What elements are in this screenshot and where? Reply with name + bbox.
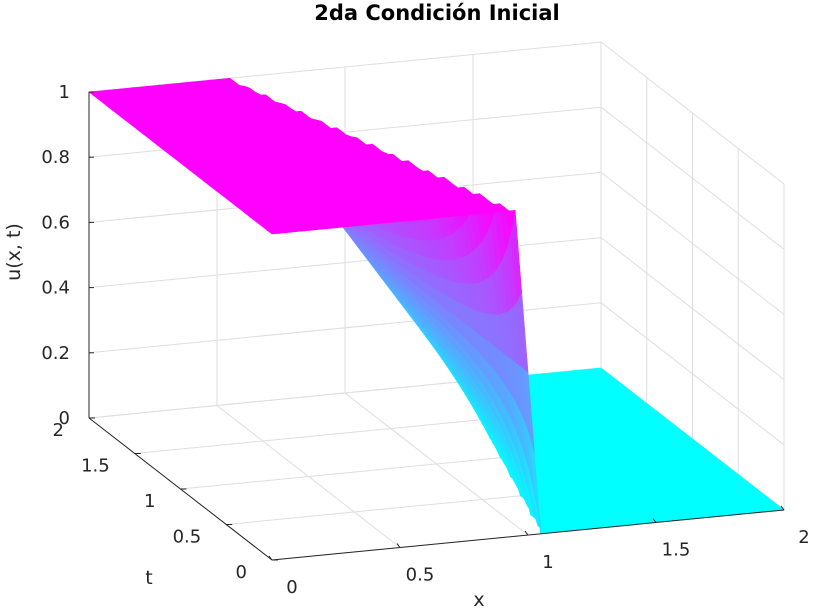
surface-layer <box>88 77 785 535</box>
x-tick-label: 0 <box>286 577 297 598</box>
x-tick-label: 0.5 <box>406 565 435 586</box>
x-tick-mark <box>268 555 273 561</box>
x-tick-label: 1.5 <box>662 540 691 561</box>
t-tick-label: 1 <box>144 491 155 512</box>
surface-patch <box>266 229 280 235</box>
t-tick-label: 0.5 <box>173 527 202 548</box>
x-tick-label: 2 <box>798 527 809 548</box>
x-tick-mark <box>652 518 657 523</box>
z-tick-label: 0.4 <box>41 278 70 299</box>
x-axis-label: x <box>473 589 484 610</box>
x-tick-label: 1 <box>542 552 553 573</box>
x-tick-mark <box>524 530 529 536</box>
right-wall-grid-z <box>600 41 785 185</box>
z-tick-label: 0.8 <box>41 147 70 168</box>
right-wall-grid-z <box>600 237 785 380</box>
t-tick-label: 0 <box>236 562 247 583</box>
t-tick-label: 1.5 <box>81 456 110 477</box>
x-tick-mark <box>780 505 785 511</box>
chart-title: 2da Condición Inicial <box>314 1 559 25</box>
z-tick-label: 0 <box>59 408 70 429</box>
t-tick-label: 2 <box>53 420 64 441</box>
right-wall-grid-z <box>600 106 785 250</box>
axis-layer <box>88 91 785 561</box>
z-tick-label: 1 <box>59 82 70 103</box>
z-axis-label: u(x, t) <box>3 223 25 281</box>
z-tick-label: 0.2 <box>41 343 70 364</box>
right-wall-grid-z <box>600 172 785 315</box>
text-layer: 2da Condición Inicial x t u(x, t) 0 0.5 1 1… <box>3 1 810 610</box>
right-wall-grid-z <box>600 302 785 446</box>
x-tick-mark <box>396 543 401 548</box>
z-tick-label: 0.6 <box>41 212 70 233</box>
t-axis-label: t <box>145 567 152 589</box>
